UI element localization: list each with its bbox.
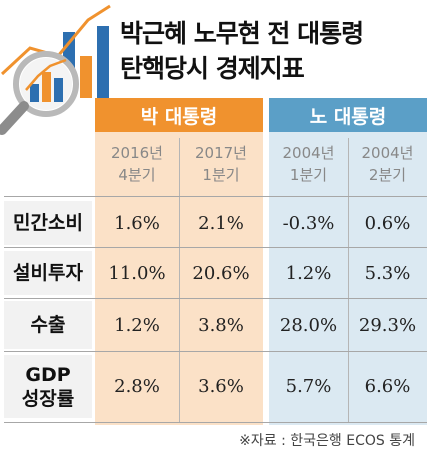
- magnifier-chart-icon: [0, 4, 111, 135]
- table-cell: 11.0%: [108, 262, 166, 284]
- column-divider: [348, 138, 349, 422]
- group-header-park: 박 대통령: [95, 98, 263, 132]
- table-cell: 0.6%: [364, 212, 411, 234]
- table-cell: 2.1%: [198, 212, 244, 234]
- title-line-1: 박근혜 노무현 전 대통령: [120, 19, 364, 48]
- table-cell: 5.3%: [364, 262, 411, 284]
- page-title: 박근혜 노무현 전 대통령 탄핵당시 경제지표: [120, 16, 364, 86]
- table-cell: 3.8%: [198, 314, 244, 336]
- table-cell: 1.6%: [114, 212, 160, 234]
- row-label: 민간소비: [4, 201, 92, 245]
- group-header-roh: 노 대통령: [269, 98, 427, 132]
- row-divider: [4, 298, 427, 299]
- column-divider: [179, 138, 180, 422]
- row-label: 수출: [4, 301, 92, 349]
- period-header: 2004년 2분기: [348, 138, 427, 190]
- table-cell: 20.6%: [192, 262, 250, 284]
- row-divider: [4, 422, 427, 423]
- table-cell: -0.3%: [282, 212, 335, 234]
- title-line-2: 탄핵당시 경제지표: [120, 54, 305, 83]
- table-cell: 1.2%: [114, 314, 160, 336]
- table-cell: 29.3%: [358, 314, 417, 336]
- table-cell: 6.6%: [364, 376, 411, 397]
- row-divider: [4, 247, 427, 248]
- table-cell: 28.0%: [279, 314, 338, 336]
- table-cell: 1.2%: [285, 262, 332, 284]
- period-year: 2016년: [111, 144, 163, 162]
- source-note: ※자료 : 한국은행 ECOS 통계: [239, 433, 415, 449]
- row-label: GDP 성장률: [4, 355, 92, 418]
- row-divider: [4, 351, 427, 352]
- period-quarter: 1분기: [289, 166, 328, 184]
- period-year: 2017년: [195, 144, 247, 162]
- table-cell: 3.6%: [198, 376, 244, 397]
- period-year: 2004년: [361, 144, 414, 162]
- period-quarter: 4분기: [118, 166, 156, 184]
- period-header: 2017년 1분기: [179, 138, 263, 190]
- period-header: 2004년 1분기: [269, 138, 348, 190]
- period-header: 2016년 4분기: [95, 138, 179, 190]
- period-quarter: 2분기: [368, 166, 407, 184]
- row-label: 설비투자: [4, 251, 92, 295]
- row-divider: [4, 196, 427, 197]
- period-quarter: 1분기: [202, 166, 240, 184]
- period-year: 2004년: [282, 144, 335, 162]
- table-cell: 2.8%: [114, 376, 160, 397]
- table-cell: 5.7%: [285, 376, 332, 397]
